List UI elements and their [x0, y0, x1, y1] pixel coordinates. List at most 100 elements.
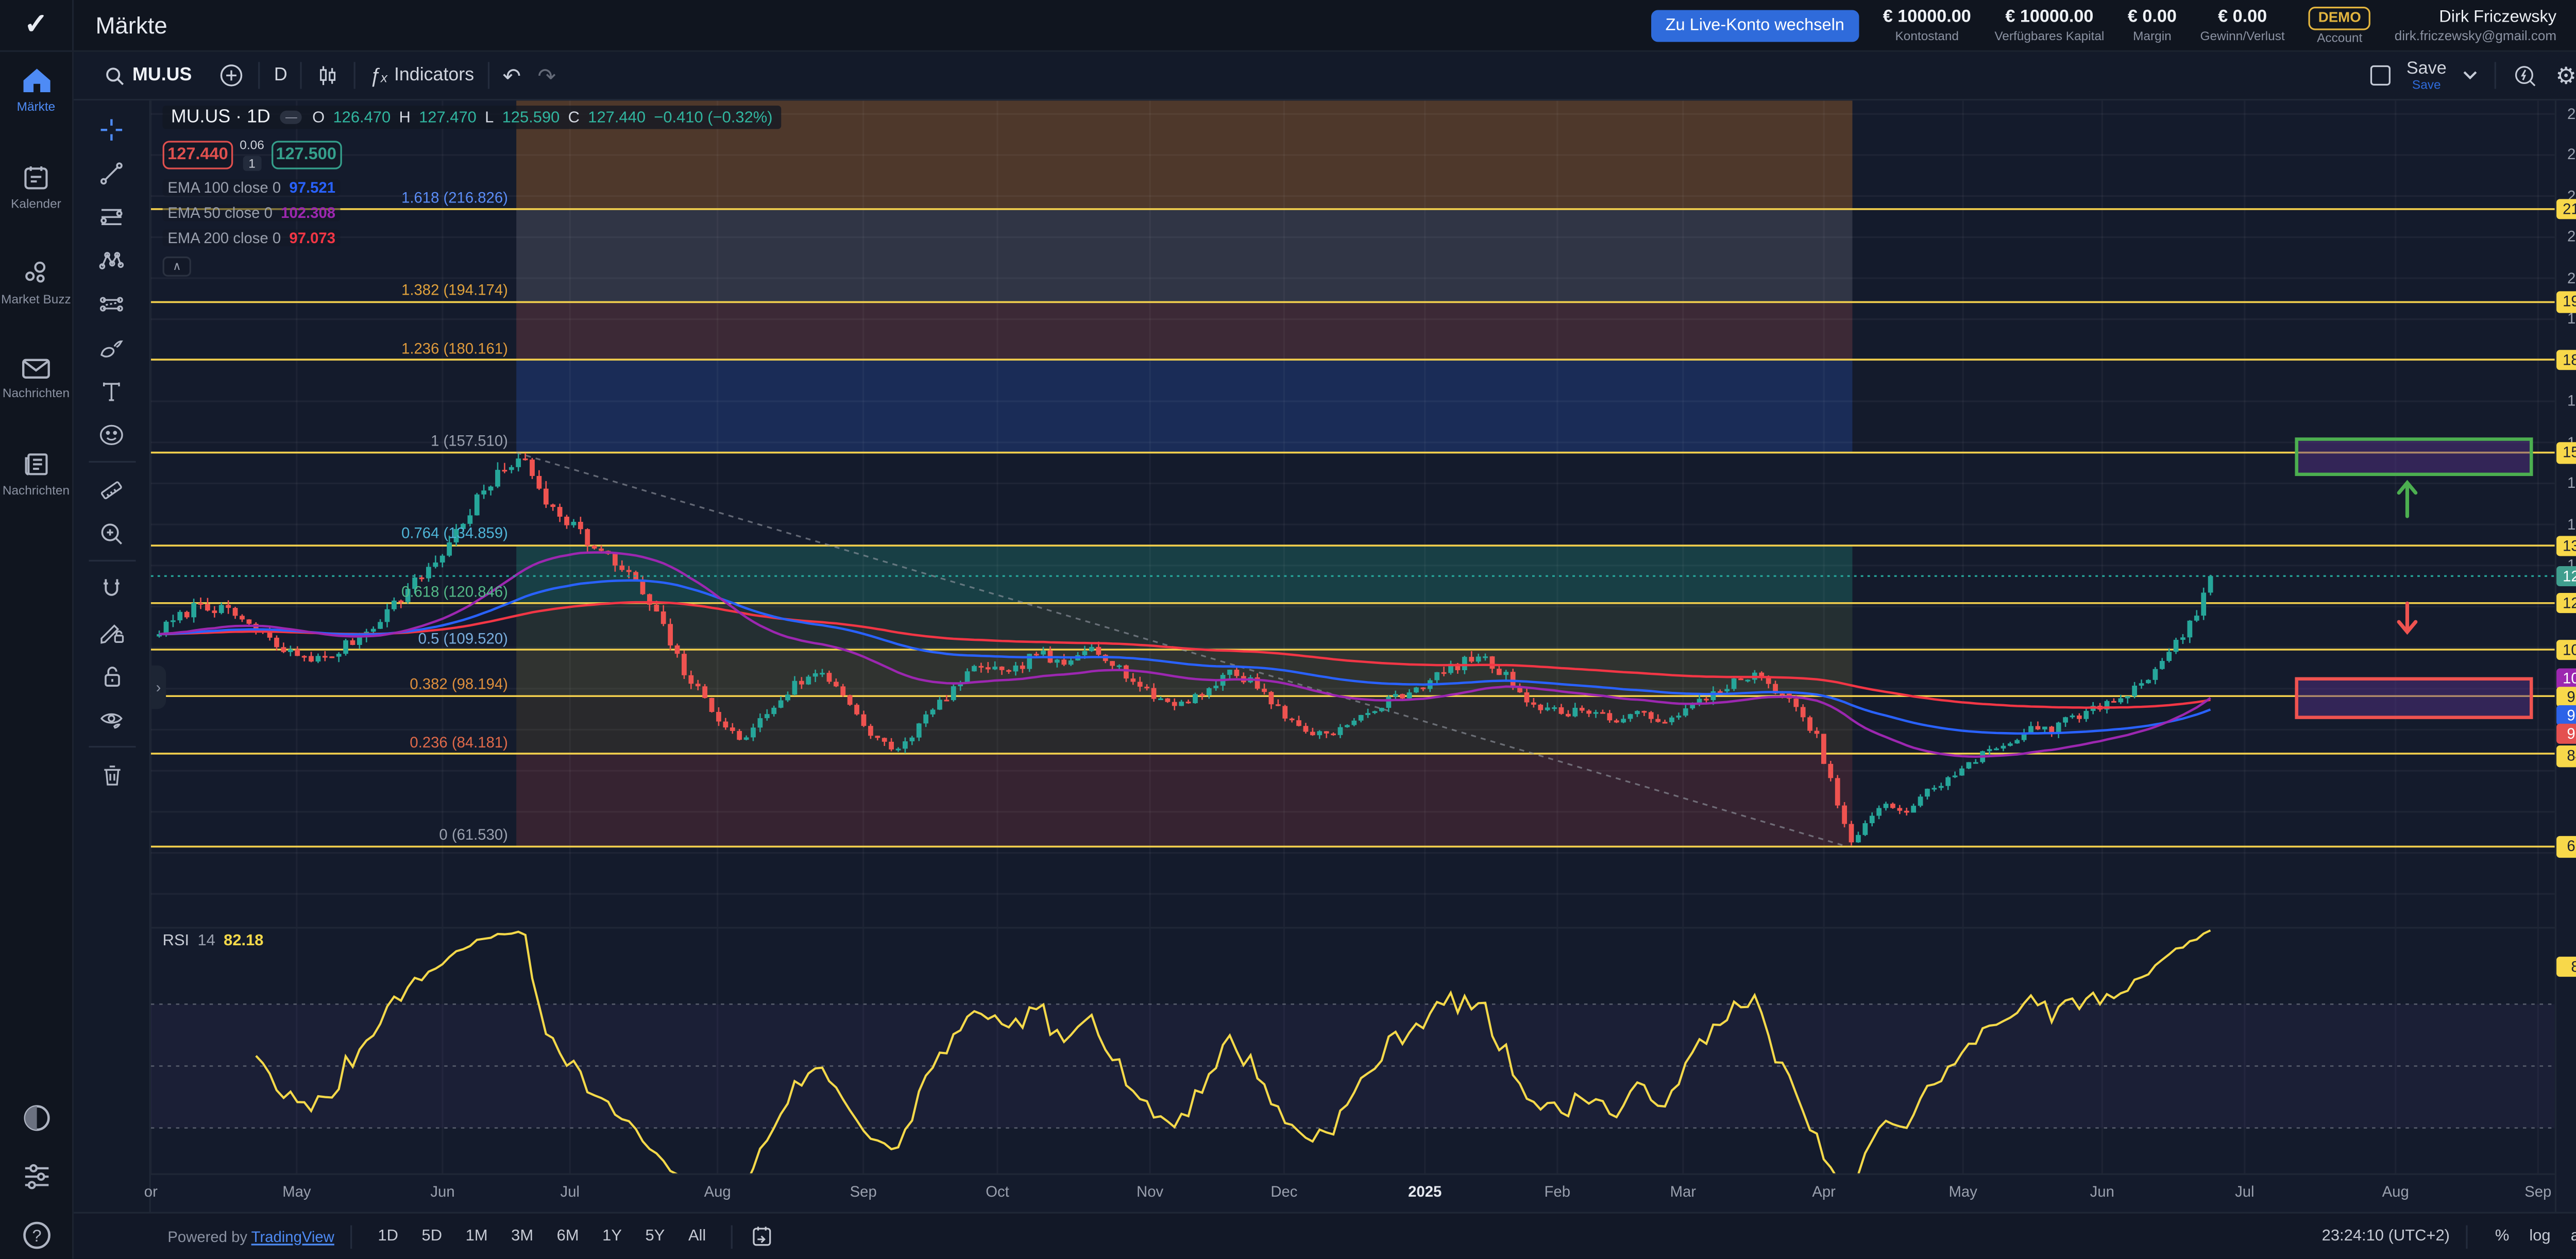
buy-button[interactable]: 127.500: [270, 141, 342, 169]
time-axis-label: Aug: [704, 1183, 731, 1200]
hide-drawings-tool[interactable]: [87, 697, 137, 741]
mail-icon: [22, 359, 50, 379]
chart-style-button[interactable]: [302, 63, 354, 88]
time-axis-label: Dec: [1270, 1183, 1298, 1200]
time-axis-label: Nov: [1137, 1183, 1164, 1200]
indicator-row-ema200[interactable]: EMA 200 close 0 97.073: [162, 229, 341, 247]
ohlc-values: O 126.470 H 127.470 L 125.590 C 127.440 −0.4…: [312, 108, 772, 127]
zoom-in-tool[interactable]: [87, 511, 137, 555]
crosshair-tool[interactable]: [87, 107, 137, 151]
chart-plot-area[interactable]: MU.US · 1D — O 126.470 H 127.470 L 125.590 …: [144, 100, 2555, 1212]
log-scale-button[interactable]: log: [2529, 1227, 2551, 1246]
open-value: 126.470: [333, 108, 391, 127]
rsi-legend[interactable]: RSI 14 82.18: [163, 932, 264, 950]
legend-visibility-pill[interactable]: —: [280, 110, 302, 124]
time-axis[interactable]: or May Jun Jul Aug Sep Oct Nov Dec 2025 Feb Mar Apr M…: [144, 1173, 2555, 1212]
sidebar-item-nachrichten-news[interactable]: Nachrichten: [0, 435, 72, 508]
indicator-value: 97.521: [289, 179, 336, 196]
quantity-value[interactable]: 1: [242, 155, 262, 171]
pattern-tool[interactable]: [87, 238, 137, 282]
emoji-tool[interactable]: [87, 412, 137, 456]
time-axis-label: May: [282, 1183, 311, 1200]
stat-label: Margin: [2133, 28, 2172, 43]
range-button-all[interactable]: All: [688, 1227, 706, 1246]
candlestick-icon: [320, 65, 336, 84]
theme-toggle-icon[interactable]: [20, 1101, 54, 1135]
interval-button[interactable]: D: [261, 65, 301, 86]
sidebar-item-label: Market Buzz: [1, 292, 71, 308]
indicators-button[interactable]: ƒx Indicators: [356, 64, 487, 88]
range-button-6m[interactable]: 6M: [556, 1227, 579, 1246]
range-button-1m[interactable]: 1M: [465, 1227, 488, 1246]
switch-to-live-button[interactable]: Zu Live-Konto wechseln: [1650, 10, 1860, 42]
time-axis-label: Oct: [986, 1183, 1009, 1200]
session-clock[interactable]: 23:24:10 (UTC+2): [2321, 1227, 2450, 1246]
percent-scale-button[interactable]: %: [2495, 1227, 2510, 1246]
app-sidebar: Märkte Kalender Market Buzz Nachrichten …: [0, 52, 74, 1259]
sidebar-item-nachrichten-mail[interactable]: Nachrichten: [0, 342, 72, 411]
range-button-1d[interactable]: 1D: [378, 1227, 398, 1246]
drawing-mode-tool[interactable]: [87, 610, 137, 654]
legend-collapse-button[interactable]: ∧: [162, 256, 191, 277]
ema-50-line[interactable]: [159, 551, 2211, 758]
price-label: 120.846: [2556, 592, 2576, 614]
lock-drawings-tool[interactable]: [87, 654, 137, 697]
indicator-label: EMA 100 close 0: [167, 179, 281, 196]
trend-line-tool[interactable]: [87, 151, 137, 195]
ema-100-line[interactable]: [159, 579, 2211, 735]
tradingview-link[interactable]: TradingView: [251, 1228, 334, 1245]
legend-symbol-row[interactable]: MU.US · 1D — O 126.470 H 127.470 L 125.590 …: [162, 105, 781, 129]
main-price-pane[interactable]: [150, 100, 2555, 927]
save-button[interactable]: Save Save: [2406, 59, 2447, 92]
down-arrow[interactable]: [2397, 601, 2418, 635]
up-arrow[interactable]: [2397, 480, 2418, 518]
fib-level-label: 0.382 (98.194): [410, 676, 508, 693]
undo-button[interactable]: ↶: [502, 63, 521, 88]
high-value: 127.470: [419, 108, 477, 127]
go-to-date-icon[interactable]: [750, 1223, 775, 1249]
ruler-tool[interactable]: [87, 468, 137, 512]
fib-level-label: 0.5 (109.520): [418, 629, 508, 646]
sidebar-item-market-buzz[interactable]: Market Buzz: [0, 245, 72, 318]
prediction-tool[interactable]: [87, 282, 137, 326]
indicator-label: EMA 50 close 0: [167, 204, 273, 222]
indicator-row-ema50[interactable]: EMA 50 close 0 102.308: [162, 204, 341, 222]
rsi-pane[interactable]: [150, 928, 2555, 1175]
sell-button[interactable]: 127.440: [162, 141, 233, 169]
price-target-box[interactable]: [2295, 677, 2533, 719]
fib-trendline[interactable]: [516, 452, 1848, 847]
text-tool[interactable]: [87, 369, 137, 413]
preferences-icon[interactable]: [20, 1162, 54, 1192]
redo-button[interactable]: ↷: [537, 63, 556, 88]
help-icon[interactable]: ?: [20, 1219, 54, 1252]
price-target-box[interactable]: [2295, 437, 2533, 477]
ema-200-line[interactable]: [159, 601, 2211, 709]
settings-gear-icon[interactable]: ⚙: [2555, 62, 2576, 89]
calendar-icon: [24, 165, 48, 189]
sidebar-item-kalender[interactable]: Kalender: [0, 148, 72, 222]
range-button-1y[interactable]: 1Y: [602, 1227, 622, 1246]
chevron-down-icon[interactable]: [2463, 71, 2478, 81]
indicator-row-ema100[interactable]: EMA 100 close 0 97.521: [162, 179, 341, 196]
app-logo[interactable]: ✓: [0, 0, 74, 52]
range-button-5d[interactable]: 5D: [421, 1227, 443, 1246]
rsi-line[interactable]: [255, 929, 2211, 1175]
symbol-label: MU.US: [132, 65, 192, 86]
auto-scale-button[interactable]: auto: [2561, 1223, 2576, 1249]
watchlist-collapse-tab[interactable]: ›: [150, 665, 166, 709]
fib-retracement-tool[interactable]: [87, 194, 137, 238]
save-status: Save: [2412, 77, 2441, 92]
magnet-tool[interactable]: [87, 567, 137, 610]
layout-panel-icon[interactable]: [2369, 65, 2390, 86]
time-axis-label: Mar: [1670, 1183, 1697, 1200]
range-button-3m[interactable]: 3M: [511, 1227, 534, 1246]
brush-tool[interactable]: [87, 325, 137, 369]
sidebar-item-maerkte[interactable]: Märkte: [0, 52, 72, 125]
quick-alert-icon[interactable]: [2514, 63, 2539, 88]
range-button-5y[interactable]: 5Y: [645, 1227, 665, 1246]
remove-drawings-tool[interactable]: [87, 753, 137, 796]
compare-add-button[interactable]: [205, 62, 259, 89]
price-axis[interactable]: 240.000230.000220.000210.000200.000190.0…: [2554, 100, 2576, 1212]
low-label: L: [485, 108, 494, 127]
symbol-search[interactable]: MU.US: [91, 64, 206, 86]
